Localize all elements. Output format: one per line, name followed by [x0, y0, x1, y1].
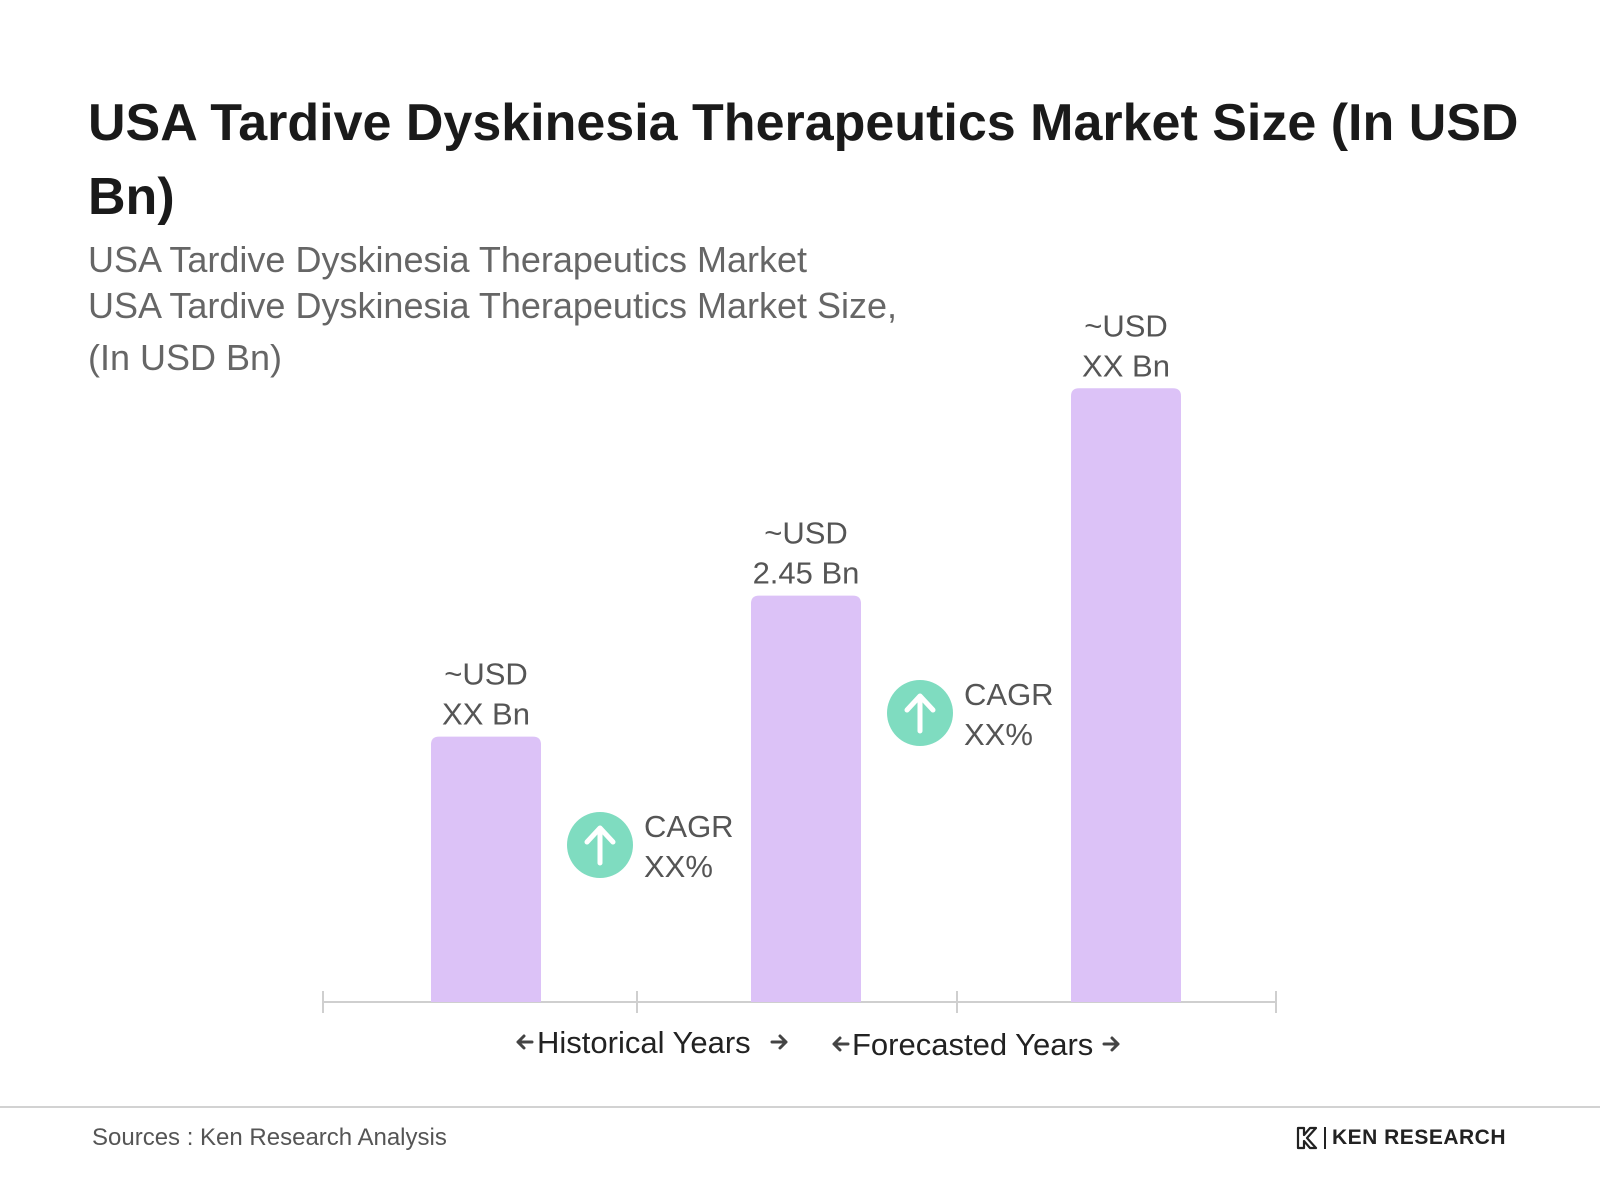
- period-2-arrow-right-icon: [1102, 1036, 1120, 1052]
- period-1-arrow-right-icon: [770, 1034, 788, 1050]
- chart-subtitle-line-3: (In USD Bn): [88, 337, 283, 378]
- source-note: Sources : Ken Research Analysis: [92, 1124, 447, 1151]
- bar-3-label-line-1: ~USD: [1084, 308, 1168, 343]
- chart-subtitle-line-2: USA Tardive Dyskinesia Therapeutics Mark…: [88, 285, 898, 326]
- logo-wordmark: KEN RESEARCH: [1331, 1126, 1506, 1149]
- cagr-badge-2-arrow-glyph: [904, 693, 936, 734]
- period-label-1: Historical Years: [537, 1025, 751, 1060]
- chart-title: USA Tardive Dyskinesia Therapeutics Mark…: [88, 94, 1519, 226]
- cagr-badge-2-value: XX%: [964, 717, 1033, 752]
- ken-research-logo-icon: [1296, 1126, 1318, 1150]
- cagr-badge-2-label: CAGR: [964, 677, 1054, 712]
- chart-subtitle-line-1: USA Tardive Dyskinesia Therapeutics Mark…: [88, 239, 807, 280]
- period-2-arrow-left-icon: [832, 1036, 850, 1052]
- brand-logo: KEN RESEARCH: [1296, 1126, 1506, 1150]
- bar-2: [751, 595, 861, 1002]
- bar-1: [431, 736, 541, 1002]
- bar-1-label-line-2: XX Bn: [442, 697, 530, 732]
- bar-2-label-line-1: ~USD: [764, 516, 848, 551]
- logo-separator: [1323, 1127, 1326, 1149]
- bar-3-label-line-2: XX Bn: [1082, 348, 1170, 383]
- bar-chart: ~USD XX Bn ~USD 2.45 Bn ~USD XX Bn CAGR XX% CAGR…: [322, 308, 1277, 1062]
- bar-1-label-line-1: ~USD: [444, 657, 528, 692]
- period-1-arrow-left-icon: [516, 1034, 534, 1050]
- cagr-badge-1-value: XX%: [644, 849, 713, 884]
- bar-2-label-line-2: 2.45 Bn: [753, 556, 860, 591]
- bar-3: [1071, 388, 1181, 1002]
- period-label-2: Forecasted Years: [852, 1027, 1093, 1062]
- cagr-badge-1-label: CAGR: [644, 809, 734, 844]
- footer-divider: [0, 1106, 1600, 1108]
- cagr-badge-1-arrow-glyph: [584, 825, 616, 866]
